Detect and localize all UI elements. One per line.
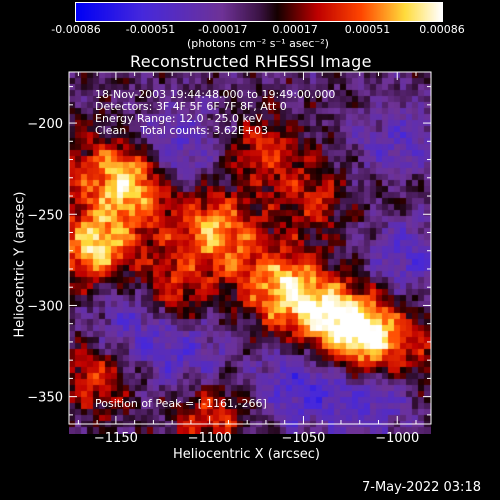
footer-timestamp: 7-May-2022 03:18: [362, 480, 481, 495]
x-tick-label: −1050: [281, 431, 325, 446]
colorbar-tick-label: -0.00086: [51, 23, 101, 36]
peak-position-label: Position of Peak = [-1161,-266]: [95, 397, 267, 410]
colorbar-tick-label: 0.00051: [344, 23, 391, 36]
y-tick-label: −300: [27, 299, 63, 314]
y-axis-label: Heliocentric Y (arcsec): [12, 191, 28, 338]
info-total-counts: Clean Total counts: 3.62E+03: [95, 124, 269, 137]
colorbar-tick-label: 0.00017: [272, 23, 318, 36]
heatmap-image: [69, 72, 431, 434]
colorbar-unit-label: (photons cm⁻² s⁻¹ asec⁻²): [187, 37, 329, 50]
chart-title: Reconstructed RHESSI Image: [130, 52, 372, 71]
y-tick-label: −200: [27, 117, 63, 132]
y-tick-label: −250: [27, 208, 63, 223]
x-tick-label: −1100: [188, 431, 232, 446]
x-tick-label: −1000: [375, 431, 419, 446]
colorbar: [75, 2, 443, 22]
info-energy-range: Energy Range: 12.0 - 25.0 keV: [95, 112, 263, 125]
y-tick-label: −350: [27, 391, 63, 406]
info-time-range: 18-Nov-2003 19:44:48.000 to 19:49:00.000: [95, 88, 336, 101]
x-tick-label: −1150: [94, 431, 138, 446]
info-detectors: Detectors: 3F 4F 5F 6F 7F 8F, Att 0: [95, 100, 287, 113]
colorbar-tick-label: 0.00086: [419, 23, 465, 36]
colorbar-tick-label: -0.00051: [125, 23, 176, 36]
x-axis-label: Heliocentric X (arcsec): [173, 447, 320, 462]
plot-frame: [68, 71, 432, 425]
colorbar-tick-label: -0.00017: [198, 23, 248, 36]
